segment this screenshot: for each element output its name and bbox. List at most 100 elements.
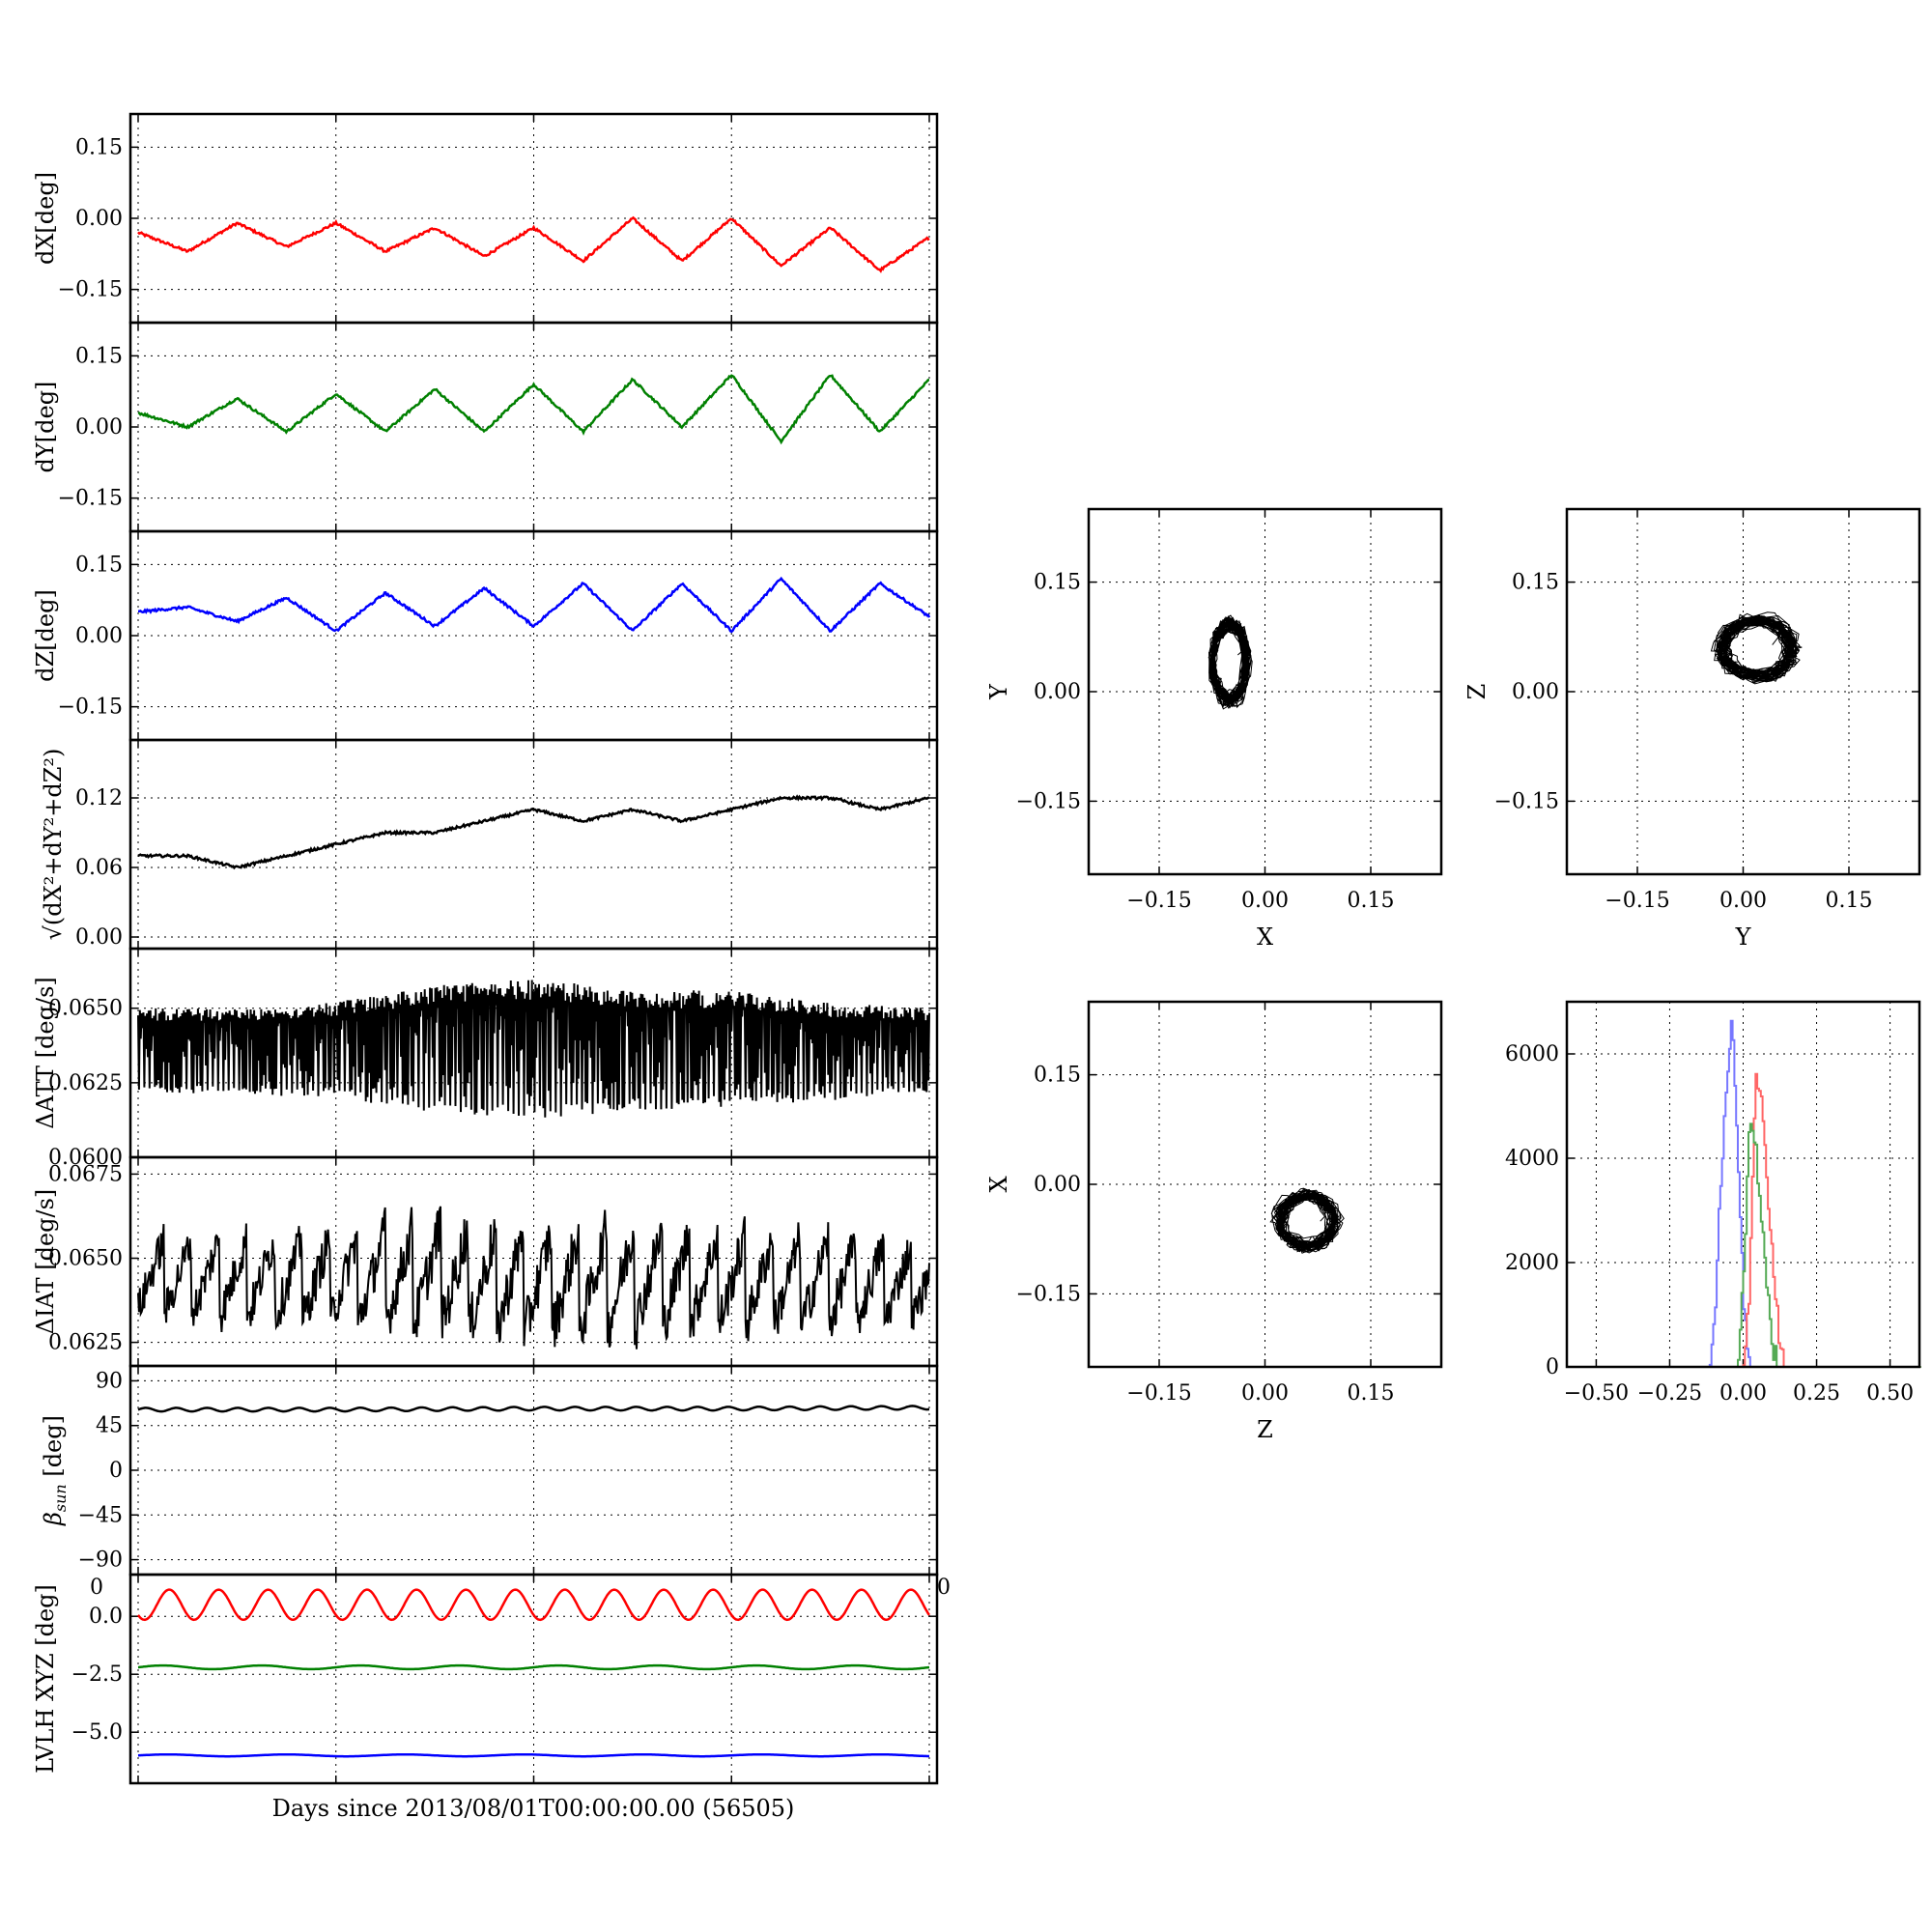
ytick-label: 0.0650 xyxy=(48,1247,123,1271)
scatter-trace xyxy=(1710,611,1803,685)
ytick-label: 0 xyxy=(1546,1355,1559,1379)
ylabel-text: dZ[deg] xyxy=(32,589,59,682)
ytick-label: −45 xyxy=(78,1503,123,1527)
xtick-label: −0.15 xyxy=(1126,889,1191,913)
xtick-label: −0.15 xyxy=(1605,889,1669,913)
panel-8: 0.0 −2.5 −5.0 LVLH XYZ [deg] xyxy=(32,1573,939,1785)
ytick-label: 0.15 xyxy=(75,553,123,577)
panel-frame xyxy=(128,1573,939,1785)
ytick-label: 0.0625 xyxy=(48,1071,123,1095)
ylabel: ΔATT [deg/s] xyxy=(32,977,59,1129)
histogram-series xyxy=(1567,1122,1921,1368)
series-line xyxy=(137,1752,929,1758)
xtick-label: 0.15 xyxy=(1348,1381,1395,1406)
ytick-label: −2.5 xyxy=(71,1662,123,1687)
ylabel-text: ΔIAT [deg/s] xyxy=(32,1189,59,1335)
ylabel-text: Y xyxy=(985,683,1012,700)
xtick-label: 0.50 xyxy=(1866,1381,1914,1406)
series-line xyxy=(137,1206,930,1350)
ylabel-text: LVLH XYZ [deg] xyxy=(32,1584,59,1774)
ytick-label: 0.15 xyxy=(75,344,123,368)
ytick-label: 0.15 xyxy=(75,135,123,159)
panel-frame xyxy=(1087,1000,1443,1369)
ylabel: dZ[deg] xyxy=(32,589,59,682)
ytick-label: −0.15 xyxy=(58,487,123,511)
ytick-label: 0.15 xyxy=(1034,571,1081,595)
scatter-panel-1: −0.15 −0.15 0.00 0.00 0.15 0.15 X Y xyxy=(985,507,1443,951)
ylabel-beta-symbol: β xyxy=(40,1512,67,1526)
ytick-label: 0.0650 xyxy=(48,997,123,1021)
ytick-label: 0.15 xyxy=(1034,1064,1081,1088)
ylabel-text: dY[deg] xyxy=(32,382,59,473)
ytick-label: −0.15 xyxy=(1016,1282,1081,1306)
xtick-label: 0.00 xyxy=(1241,1381,1289,1406)
ytick-label: −90 xyxy=(78,1548,123,1573)
scatter-panel-2: −0.15 −0.15 0.00 0.00 0.15 0.15 Y Z xyxy=(1463,507,1921,951)
xtick-label: −0.25 xyxy=(1637,1381,1702,1406)
xtick-label: 0.25 xyxy=(1793,1381,1840,1406)
ylabel-beta-unit: [deg] xyxy=(40,1415,67,1484)
ylabel-beta: βsun [deg] xyxy=(40,1415,70,1526)
ytick-label: 0.00 xyxy=(75,415,123,440)
series-line xyxy=(137,1405,930,1413)
ytick-label: 0.00 xyxy=(1512,680,1559,704)
ytick-label: 0.0625 xyxy=(48,1331,123,1355)
overflow-tick-left: 0 xyxy=(90,1576,103,1600)
panel-1: 0.15 0.00 −0.15 dX[deg] xyxy=(32,112,939,325)
series-line xyxy=(137,980,930,1118)
scatter-panel-3: −0.15 −0.15 0.00 0.00 0.15 0.15 Z X xyxy=(985,1000,1443,1443)
ylabel: Y xyxy=(985,683,1012,700)
ylabel-rms-text: √(dX²+dY²+dZ²) xyxy=(40,749,67,941)
ytick-label: 0.12 xyxy=(75,786,123,810)
xtick-label: 0.00 xyxy=(1719,889,1767,913)
histogram-series xyxy=(1567,1072,1921,1368)
time-axis-label: Days since 2013/08/01T00:00:00.00 (56505… xyxy=(272,1795,795,1822)
xtick-label: 0.15 xyxy=(1348,889,1395,913)
ylabel-text: X xyxy=(985,1176,1012,1192)
ytick-label: 0.00 xyxy=(1034,680,1081,704)
ytick-label: 0.00 xyxy=(1034,1173,1081,1197)
ylabel-text: dX[deg] xyxy=(32,172,59,265)
ytick-label: 0.0675 xyxy=(48,1162,123,1186)
ylabel-rms: √(dX²+dY²+dZ²) xyxy=(40,749,67,941)
ylabel: LVLH XYZ [deg] xyxy=(32,1584,59,1774)
ytick-label: 0.15 xyxy=(1512,571,1559,595)
series-line xyxy=(137,794,930,870)
ytick-label: 0.06 xyxy=(75,856,123,880)
xlabel: Y xyxy=(1735,923,1752,951)
right-panels: −0.15 −0.15 0.00 0.00 0.15 0.15 X Y −0.15 −0.15 0.… xyxy=(985,507,1921,1443)
panel-frame xyxy=(1565,507,1921,876)
ytick-label: −0.15 xyxy=(1494,789,1559,813)
panel-3: 0.15 0.00 −0.15 dZ[deg] xyxy=(32,529,939,742)
panel-frame xyxy=(1565,1000,1921,1369)
series-line xyxy=(137,215,930,273)
ytick-label: 90 xyxy=(96,1369,123,1393)
series-line xyxy=(137,1588,931,1622)
ytick-label: 0.0600 xyxy=(48,1146,123,1170)
scatter-trace xyxy=(1208,614,1253,710)
ylabel-text: Z xyxy=(1463,684,1491,700)
ylabel: ΔIAT [deg/s] xyxy=(32,1189,59,1335)
ytick-label: 45 xyxy=(96,1414,123,1438)
ytick-label: 0.00 xyxy=(75,624,123,648)
panel-frame xyxy=(1087,507,1443,876)
ylabel: dY[deg] xyxy=(32,382,59,473)
ytick-label: 0.00 xyxy=(75,925,123,950)
histogram-panel: −0.50 −0.25 0.00 0.25 0.50 0 2000 4000 6000 xyxy=(1505,1000,1921,1406)
xtick-label: 0.00 xyxy=(1241,889,1289,913)
xtick-label: 0.15 xyxy=(1826,889,1873,913)
ytick-label: 0 xyxy=(109,1459,123,1483)
xlabel: Z xyxy=(1257,1416,1273,1443)
histogram-series xyxy=(1567,1019,1921,1368)
xlabel: X xyxy=(1257,923,1273,951)
ytick-label: 2000 xyxy=(1505,1251,1559,1275)
ylabel: X xyxy=(985,1176,1012,1192)
ytick-label: −0.15 xyxy=(58,696,123,720)
panel-4: 0.12 0.06 0.00 √(dX²+dY²+dZ²) xyxy=(40,738,939,951)
ytick-label: −0.15 xyxy=(58,278,123,302)
series-line xyxy=(137,1663,930,1671)
ylabel-beta-text: βsun [deg] xyxy=(40,1415,70,1526)
ytick-label: 6000 xyxy=(1505,1042,1559,1066)
